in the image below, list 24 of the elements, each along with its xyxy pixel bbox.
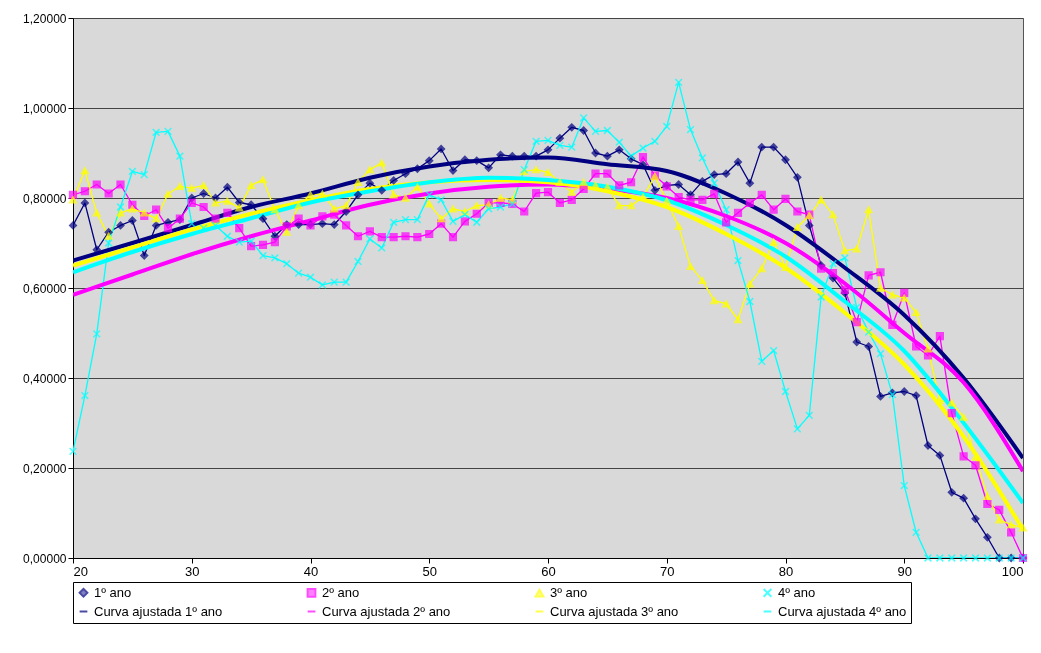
y-tick-label: 0,80000	[23, 191, 67, 206]
x-tick-label: 50	[422, 563, 437, 579]
y-tick-label: 0,60000	[23, 281, 67, 296]
legend-label: 1º ano	[94, 584, 132, 600]
legend-label: Curva ajustada 2º ano	[322, 603, 451, 619]
x-tick-label: 70	[660, 563, 675, 579]
y-tick-label: 0,40000	[23, 371, 67, 386]
legend-label: Curva ajustada 1º ano	[94, 603, 223, 619]
y-tick-label: 1,20000	[23, 11, 67, 26]
legend-label: 2º ano	[322, 584, 360, 600]
x-tick-label: 60	[541, 563, 556, 579]
x-tick-label: 80	[778, 563, 794, 579]
legend-label: Curva ajustada 4º ano	[778, 603, 907, 619]
legend-label: 4º ano	[778, 584, 816, 600]
legend-label: 3º ano	[550, 585, 588, 601]
y-tick-label: 0,20000	[23, 461, 67, 476]
x-tick-label: 40	[303, 563, 319, 579]
x-tick-label: 30	[185, 563, 200, 579]
y-tick-label: 1,00000	[23, 101, 67, 116]
x-tick-label: 90	[897, 563, 912, 579]
x-tick-label: 100	[1001, 563, 1024, 579]
x-tick-label: 20	[73, 563, 88, 579]
legend-label: Curva ajustada 3º ano	[550, 603, 679, 619]
y-tick-label: 0,00000	[23, 551, 67, 566]
